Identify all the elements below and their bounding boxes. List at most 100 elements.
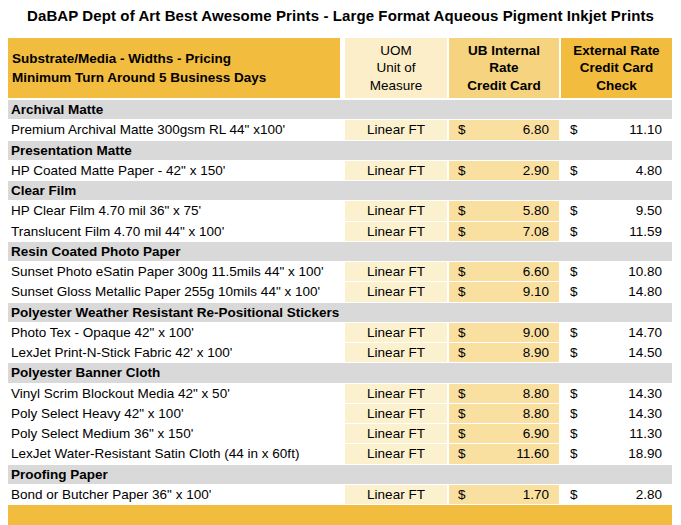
- item-name-cell: LexJet Print-N-Stick Fabric 42' x 100': [8, 343, 340, 362]
- header-internal-line3: Credit Card: [449, 77, 559, 95]
- internal-rate-cell: $6.80: [449, 120, 559, 139]
- internal-rate-cell: $6.60: [449, 262, 559, 281]
- table-row: Sunset Gloss Metallic Paper 255g 10mils …: [8, 282, 672, 301]
- internal-rate-value: 6.60: [523, 264, 549, 279]
- table-row: LexJet Water-Resistant Satin Cloth (44 i…: [8, 444, 672, 463]
- section-header-row: Presentation Matte: [8, 141, 672, 160]
- header-external-rate-cell: External Rate Credit Card Check: [561, 38, 672, 98]
- currency-symbol: $: [570, 446, 578, 461]
- currency-symbol: $: [570, 122, 578, 137]
- uom-cell: Linear FT: [345, 282, 447, 301]
- internal-rate-cell: $8.80: [449, 404, 559, 423]
- internal-rate-cell: $7.08: [449, 222, 559, 241]
- external-rate-cell: $2.80: [561, 485, 672, 504]
- section-header-row: Clear Film: [8, 181, 672, 200]
- currency-symbol: $: [570, 426, 578, 441]
- internal-rate-cell: $6.90: [449, 424, 559, 443]
- external-rate-value: 18.90: [628, 446, 662, 461]
- external-rate-cell: $10.80: [561, 262, 672, 281]
- table-row: HP Clear Film 4.70 mil 36" x 75' Linear F…: [8, 201, 672, 220]
- item-name-cell: Premium Archival Matte 300gsm RL 44" x10…: [8, 120, 340, 139]
- currency-symbol: $: [570, 224, 578, 239]
- currency-symbol: $: [570, 163, 578, 178]
- uom-cell: Linear FT: [345, 262, 447, 281]
- internal-rate-value: 11.60: [516, 446, 549, 461]
- currency-symbol: $: [570, 386, 578, 401]
- item-name-cell: Sunset Gloss Metallic Paper 255g 10mils …: [8, 282, 340, 301]
- external-rate-value: 11.10: [629, 122, 662, 137]
- section-header-row: Polyester Banner Cloth: [8, 363, 672, 382]
- external-rate-cell: $14.30: [561, 404, 672, 423]
- section-header-row: Proofing Paper: [8, 465, 672, 484]
- uom-cell: Linear FT: [345, 222, 447, 241]
- external-rate-cell: $9.50: [561, 201, 672, 220]
- currency-symbol: $: [570, 406, 578, 421]
- external-rate-cell: $4.80: [561, 161, 672, 180]
- external-rate-cell: $14.80: [561, 282, 672, 301]
- table-header-row: Substrate/Media - Widths - Pricing Minim…: [8, 38, 672, 98]
- header-uom-line1: UOM: [345, 42, 447, 60]
- uom-cell: Linear FT: [345, 323, 447, 342]
- external-rate-cell: $11.10: [561, 120, 672, 139]
- external-rate-cell: $11.30: [561, 424, 672, 443]
- uom-cell: Linear FT: [345, 201, 447, 220]
- uom-cell: Linear FT: [345, 485, 447, 504]
- table-row: Translucent Film 4.70 mil 44" x 100' Line…: [8, 222, 672, 241]
- currency-symbol: $: [458, 426, 466, 441]
- table-row: Poly Select Heavy 42" x 100'Linear FT$8.…: [8, 404, 672, 423]
- item-name-cell: Sunset Photo eSatin Paper 300g 11.5mils …: [8, 262, 340, 281]
- item-name-cell: LexJet Water-Resistant Satin Cloth (44 i…: [8, 444, 340, 463]
- table-row: HP Coated Matte Paper - 42" x 150' Linear…: [8, 161, 672, 180]
- uom-cell: Linear FT: [345, 161, 447, 180]
- header-uom-line2: Unit of: [345, 59, 447, 77]
- section-header-row: Polyester Weather Resistant Re-Positiona…: [8, 303, 672, 322]
- currency-symbol: $: [570, 264, 578, 279]
- header-external-line2: Credit Card: [561, 59, 672, 77]
- uom-cell: Linear FT: [345, 424, 447, 443]
- currency-symbol: $: [458, 386, 466, 401]
- external-rate-value: 14.70: [628, 325, 662, 340]
- header-internal-line2: Rate: [449, 59, 559, 77]
- external-rate-cell: $14.70: [561, 323, 672, 342]
- header-internal-line1: UB Internal: [449, 42, 559, 60]
- item-name-cell: HP Coated Matte Paper - 42" x 150': [8, 161, 340, 180]
- internal-rate-cell: $8.90: [449, 343, 559, 362]
- uom-cell: Linear FT: [345, 120, 447, 139]
- internal-rate-cell: $9.10: [449, 282, 559, 301]
- item-name-cell: Poly Select Heavy 42" x 100': [8, 404, 340, 423]
- internal-rate-cell: $1.70: [449, 485, 559, 504]
- header-uom-line3: Measure: [345, 77, 447, 95]
- internal-rate-value: 8.90: [523, 345, 549, 360]
- header-substrate-line2: Minimum Turn Around 5 Business Days: [12, 68, 340, 87]
- currency-symbol: $: [570, 345, 578, 360]
- external-rate-value: 14.80: [628, 284, 662, 299]
- internal-rate-value: 8.80: [523, 386, 549, 401]
- table-row: Poly Select Medium 36" x 150'Linear FT$6…: [8, 424, 672, 443]
- currency-symbol: $: [570, 203, 578, 218]
- external-rate-cell: $11.59: [561, 222, 672, 241]
- item-name-cell: HP Clear Film 4.70 mil 36" x 75': [8, 201, 340, 220]
- item-name-cell: Vinyl Scrim Blockout Media 42" x 50': [8, 384, 340, 403]
- external-rate-value: 14.30: [628, 406, 662, 421]
- price-sheet-page: DaBAP Dept of Art Best Awesome Prints - …: [0, 0, 681, 525]
- currency-symbol: $: [458, 345, 466, 360]
- currency-symbol: $: [570, 487, 578, 502]
- internal-rate-value: 6.80: [523, 122, 549, 137]
- currency-symbol: $: [570, 284, 578, 299]
- uom-cell: Linear FT: [345, 444, 447, 463]
- internal-rate-value: 1.70: [523, 487, 549, 502]
- external-rate-cell: $18.90: [561, 444, 672, 463]
- internal-rate-value: 9.00: [523, 325, 549, 340]
- item-name-cell: Translucent Film 4.70 mil 44" x 100': [8, 222, 340, 241]
- header-substrate-line1: Substrate/Media - Widths - Pricing: [12, 49, 340, 68]
- header-substrate-cell: Substrate/Media - Widths - Pricing Minim…: [8, 38, 340, 98]
- header-external-line3: Check: [561, 77, 672, 95]
- page-title: DaBAP Dept of Art Best Awesome Prints - …: [0, 7, 681, 24]
- currency-symbol: $: [458, 163, 466, 178]
- uom-cell: Linear FT: [345, 343, 447, 362]
- currency-symbol: $: [458, 325, 466, 340]
- external-rate-cell: $14.50: [561, 343, 672, 362]
- uom-cell: Linear FT: [345, 384, 447, 403]
- internal-rate-value: 9.10: [523, 284, 549, 299]
- item-name-cell: Bond or Butcher Paper 36" x 100': [8, 485, 340, 504]
